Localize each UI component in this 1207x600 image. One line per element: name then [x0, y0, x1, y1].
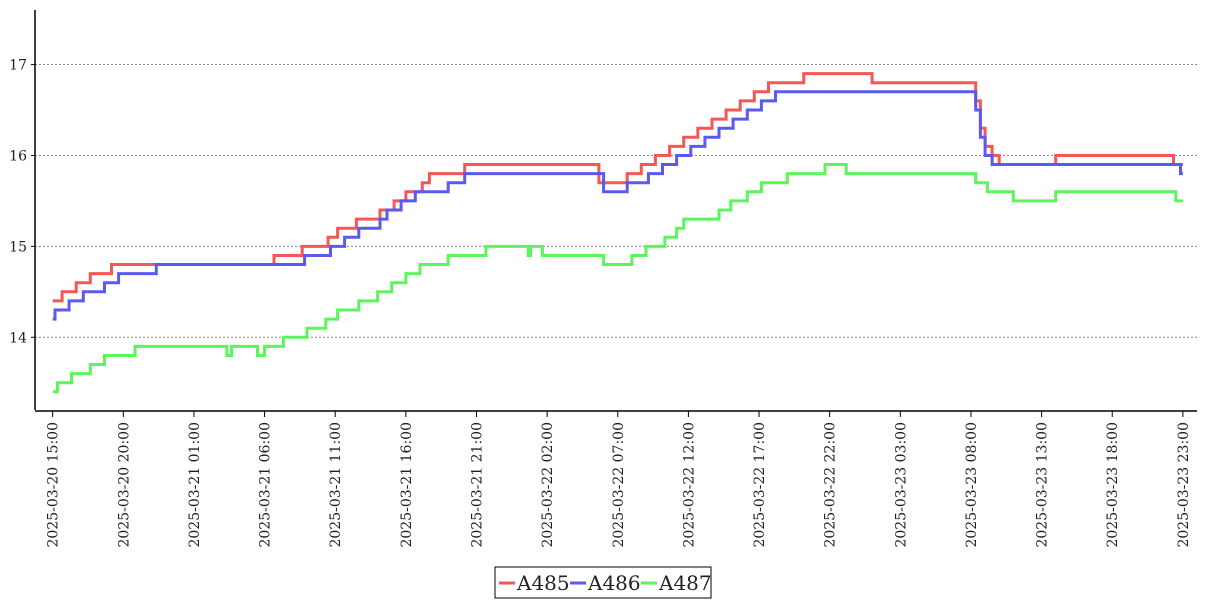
axes — [34, 10, 1197, 412]
series-lines — [52, 72, 1183, 394]
legend-box — [494, 566, 712, 599]
x-tick-label: 2025-03-22 12:00 — [681, 422, 697, 548]
x-tick-label: 2025-03-22 07:00 — [611, 422, 627, 548]
x-tick-label: 2025-03-21 21:00 — [469, 422, 485, 548]
legend-label-a487: A487 — [658, 571, 712, 595]
x-tick-label: 2025-03-23 03:00 — [893, 422, 909, 548]
y-tick-label: 15 — [9, 239, 27, 255]
x-tick-label: 2025-03-23 08:00 — [964, 422, 980, 548]
x-tick-label: 2025-03-23 18:00 — [1105, 422, 1121, 548]
series-line-a486 — [52, 90, 1183, 321]
legend-label-a485: A485 — [516, 571, 570, 595]
gridlines — [35, 64, 1197, 338]
x-tick-label: 2025-03-23 13:00 — [1035, 422, 1051, 548]
y-tick-label: 14 — [9, 330, 27, 346]
series-line-a485 — [52, 72, 1183, 303]
series-line-a487 — [52, 163, 1183, 394]
x-tick-label: 2025-03-22 22:00 — [823, 422, 839, 548]
x-tick-label: 2025-03-20 20:00 — [116, 422, 132, 548]
y-tick-label: 16 — [9, 148, 27, 164]
x-tick-label: 2025-03-21 06:00 — [258, 422, 274, 548]
legend: A485 A486 A487 — [494, 566, 712, 599]
x-tick-label: 2025-03-21 11:00 — [328, 422, 344, 548]
x-tick-label: 2025-03-22 02:00 — [540, 422, 556, 548]
x-axis-ticks: 2025-03-20 15:00 2025-03-20 20:00 2025-03-… — [46, 411, 1192, 548]
x-tick-label: 2025-03-23 23:00 — [1176, 422, 1192, 548]
y-tick-label: 17 — [9, 58, 27, 74]
x-tick-label: 2025-03-21 16:00 — [399, 422, 415, 548]
legend-label-a486: A486 — [587, 571, 641, 595]
x-tick-label: 2025-03-21 01:00 — [187, 422, 203, 548]
x-tick-label: 2025-03-20 15:00 — [46, 422, 62, 548]
y-axis-ticks: 14 15 16 17 — [9, 58, 35, 346]
x-tick-label: 2025-03-22 17:00 — [752, 422, 768, 548]
